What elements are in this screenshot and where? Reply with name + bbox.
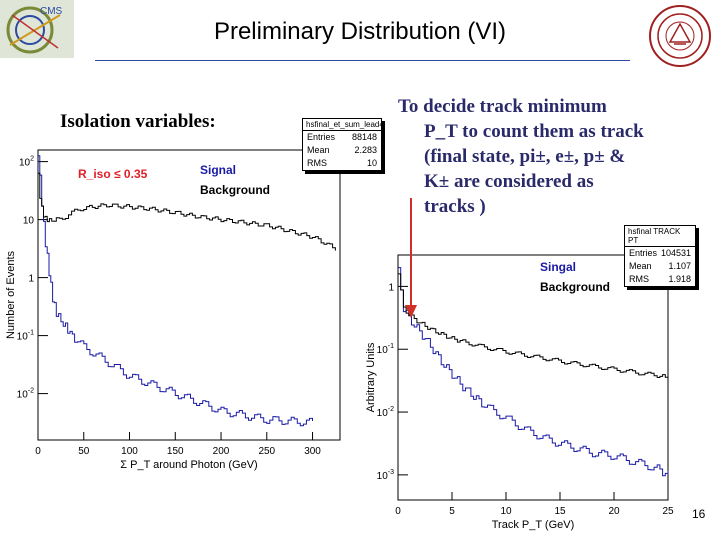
y-axis-label-0: Number of Events (5, 250, 17, 339)
series-background-0 (38, 172, 336, 251)
left-statbox-rms: 10 (366, 158, 377, 168)
series-background-1 (398, 273, 669, 380)
y-tick-label-1-2: 10-2 (377, 406, 394, 419)
x-tick-label-0-2: 100 (121, 446, 138, 457)
explanation-line-4: K± are considered as (424, 171, 594, 192)
right-statbox: hsfinal TRACK PT Entries 104531 Mean 1.107… (624, 225, 696, 287)
slide-title: Preliminary Distribution (VI) (213, 18, 507, 45)
x-tick-label-0-1: 50 (78, 446, 90, 457)
x-tick-label-0-6: 300 (304, 446, 321, 457)
isolation-variables-label: Isolation variables: (60, 111, 216, 132)
legend-signal-left: Signal (200, 163, 236, 177)
left-statbox: hsfinal_et_sum_lead4 Entries 88148 Mean 2.… (302, 118, 384, 171)
title-divider (95, 60, 630, 61)
series-signal-0 (38, 155, 313, 427)
y-tick-label-1-1: 10-1 (377, 343, 394, 356)
riso-annotation: R_iso ≤ 0.35 (78, 167, 148, 181)
explanation-line-3: (final state, pi±, e±, p± & (424, 146, 626, 167)
y-tick-label-0-0: 102 (19, 156, 34, 169)
explanation-line-1: To decide track minimum (398, 96, 607, 117)
y-tick-label-1-0: 1 (388, 282, 394, 293)
arrow-head (405, 305, 417, 318)
x-tick-label-0-3: 150 (167, 446, 184, 457)
explanation-line-2: P_T to count them as track (424, 121, 644, 142)
left-statbox-mean: 2.283 (354, 145, 377, 155)
x-tick-label-0-5: 250 (258, 446, 275, 457)
university-seal (649, 5, 711, 67)
x-tick-label-1-2: 10 (500, 506, 512, 517)
y-tick-label-0-4: 10-2 (17, 388, 34, 401)
right-statbox-entries: 104531 (660, 248, 691, 258)
y-tick-label-0-3: 10-1 (17, 330, 34, 343)
right-statbox-rms: 1.918 (668, 274, 691, 284)
x-tick-label-1-0: 0 (395, 506, 401, 517)
left-statbox-entries: 88148 (351, 132, 377, 142)
x-tick-label-1-1: 5 (449, 506, 455, 517)
cms-logo: CMS (0, 0, 74, 58)
y-tick-label-1-3: 10-3 (377, 469, 394, 482)
left-statbox-name: hsfinal_et_sum_lead4 (303, 119, 384, 131)
right-statbox-name: hsfinal TRACK PT (625, 226, 695, 247)
explanation-line-5: tracks ) (424, 196, 486, 217)
y-tick-label-0-2: 1 (28, 274, 34, 285)
x-axis-label-0: Σ P_T around Photon (GeV) (120, 459, 257, 471)
track-pt-explanation: To decide track minimum P_T to count the… (398, 94, 698, 219)
series-singal-1 (398, 267, 669, 477)
legend-signal-right: Singal (540, 260, 576, 274)
x-tick-label-1-3: 15 (554, 506, 566, 517)
y-tick-label-0-1: 10 (23, 216, 35, 227)
x-tick-label-1-5: 25 (662, 506, 674, 517)
cms-logo-text: CMS (40, 6, 63, 17)
page-number: 16 (692, 507, 706, 521)
x-tick-label-0-4: 200 (213, 446, 230, 457)
legend-background-right: Background (540, 280, 610, 294)
right-statbox-mean: 1.107 (668, 261, 691, 271)
legend-background-left: Background (200, 183, 270, 197)
x-tick-label-1-4: 20 (608, 506, 620, 517)
plot-frame-0 (37, 149, 341, 441)
y-axis-label-1: Arbitrary Units (365, 342, 377, 412)
x-tick-label-0-0: 0 (35, 446, 41, 457)
x-axis-label-1: Track P_T (GeV) (492, 519, 575, 531)
plot-frame-1 (397, 254, 669, 501)
